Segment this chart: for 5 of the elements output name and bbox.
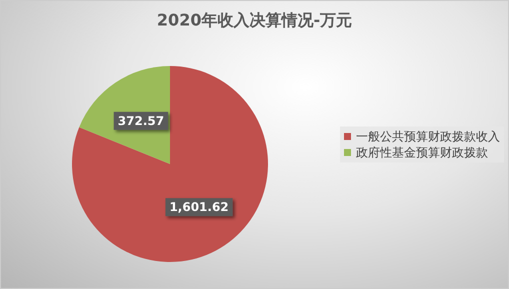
data-label: 1,601.62 <box>169 200 229 214</box>
data-label: 372.57 <box>118 114 164 128</box>
chart-title: 2020年收入决算情况-万元 <box>156 10 352 30</box>
legend-label: 一般公共预算财政拨款收入 <box>356 130 500 144</box>
legend-label: 政府性基金预算财政拨款 <box>356 146 488 160</box>
